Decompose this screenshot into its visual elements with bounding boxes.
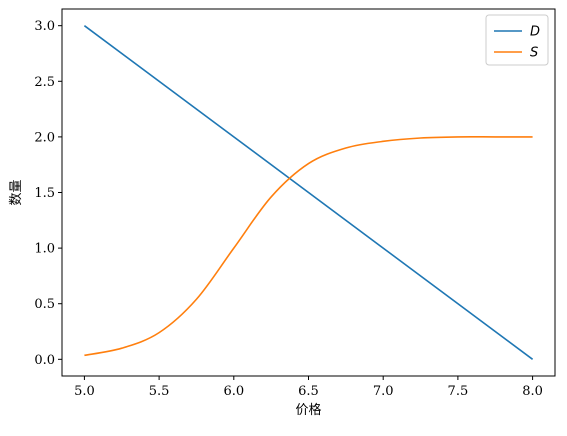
x-tick-label: 6.5 — [298, 384, 319, 399]
x-axis-ticks: 5.0 5.5 6.0 6.5 7.0 7.5 8.0 — [74, 376, 543, 399]
y-tick-label: 1.5 — [34, 186, 55, 201]
legend-label-d: D — [530, 25, 540, 40]
x-tick-label: 7.0 — [373, 384, 394, 399]
legend-label-s: S — [530, 46, 538, 61]
x-axis-label: 价格 — [295, 402, 321, 418]
legend-box — [485, 14, 549, 66]
y-tick-label: 0.5 — [34, 297, 55, 312]
y-axis-label: 数量 — [9, 179, 24, 205]
y-tick-label: 1.0 — [34, 242, 55, 257]
series-line-d — [83, 25, 534, 360]
x-tick-label: 7.5 — [448, 384, 469, 399]
legend: DS — [485, 14, 549, 66]
y-tick-label: 3.0 — [34, 19, 55, 34]
y-tick-label: 0.0 — [34, 353, 55, 368]
x-tick-label: 8.0 — [522, 384, 543, 399]
y-tick-label: 2.0 — [34, 130, 55, 145]
x-tick-label: 5.5 — [149, 384, 170, 399]
x-tick-label: 6.0 — [223, 384, 244, 399]
y-axis-ticks: 0.0 0.5 1.0 1.5 2.0 2.5 3.0 — [34, 19, 62, 368]
series-line-s — [84, 136, 533, 357]
x-tick-label: 5.0 — [74, 384, 95, 399]
series-layer — [83, 25, 534, 360]
y-tick-label: 2.5 — [34, 75, 55, 90]
